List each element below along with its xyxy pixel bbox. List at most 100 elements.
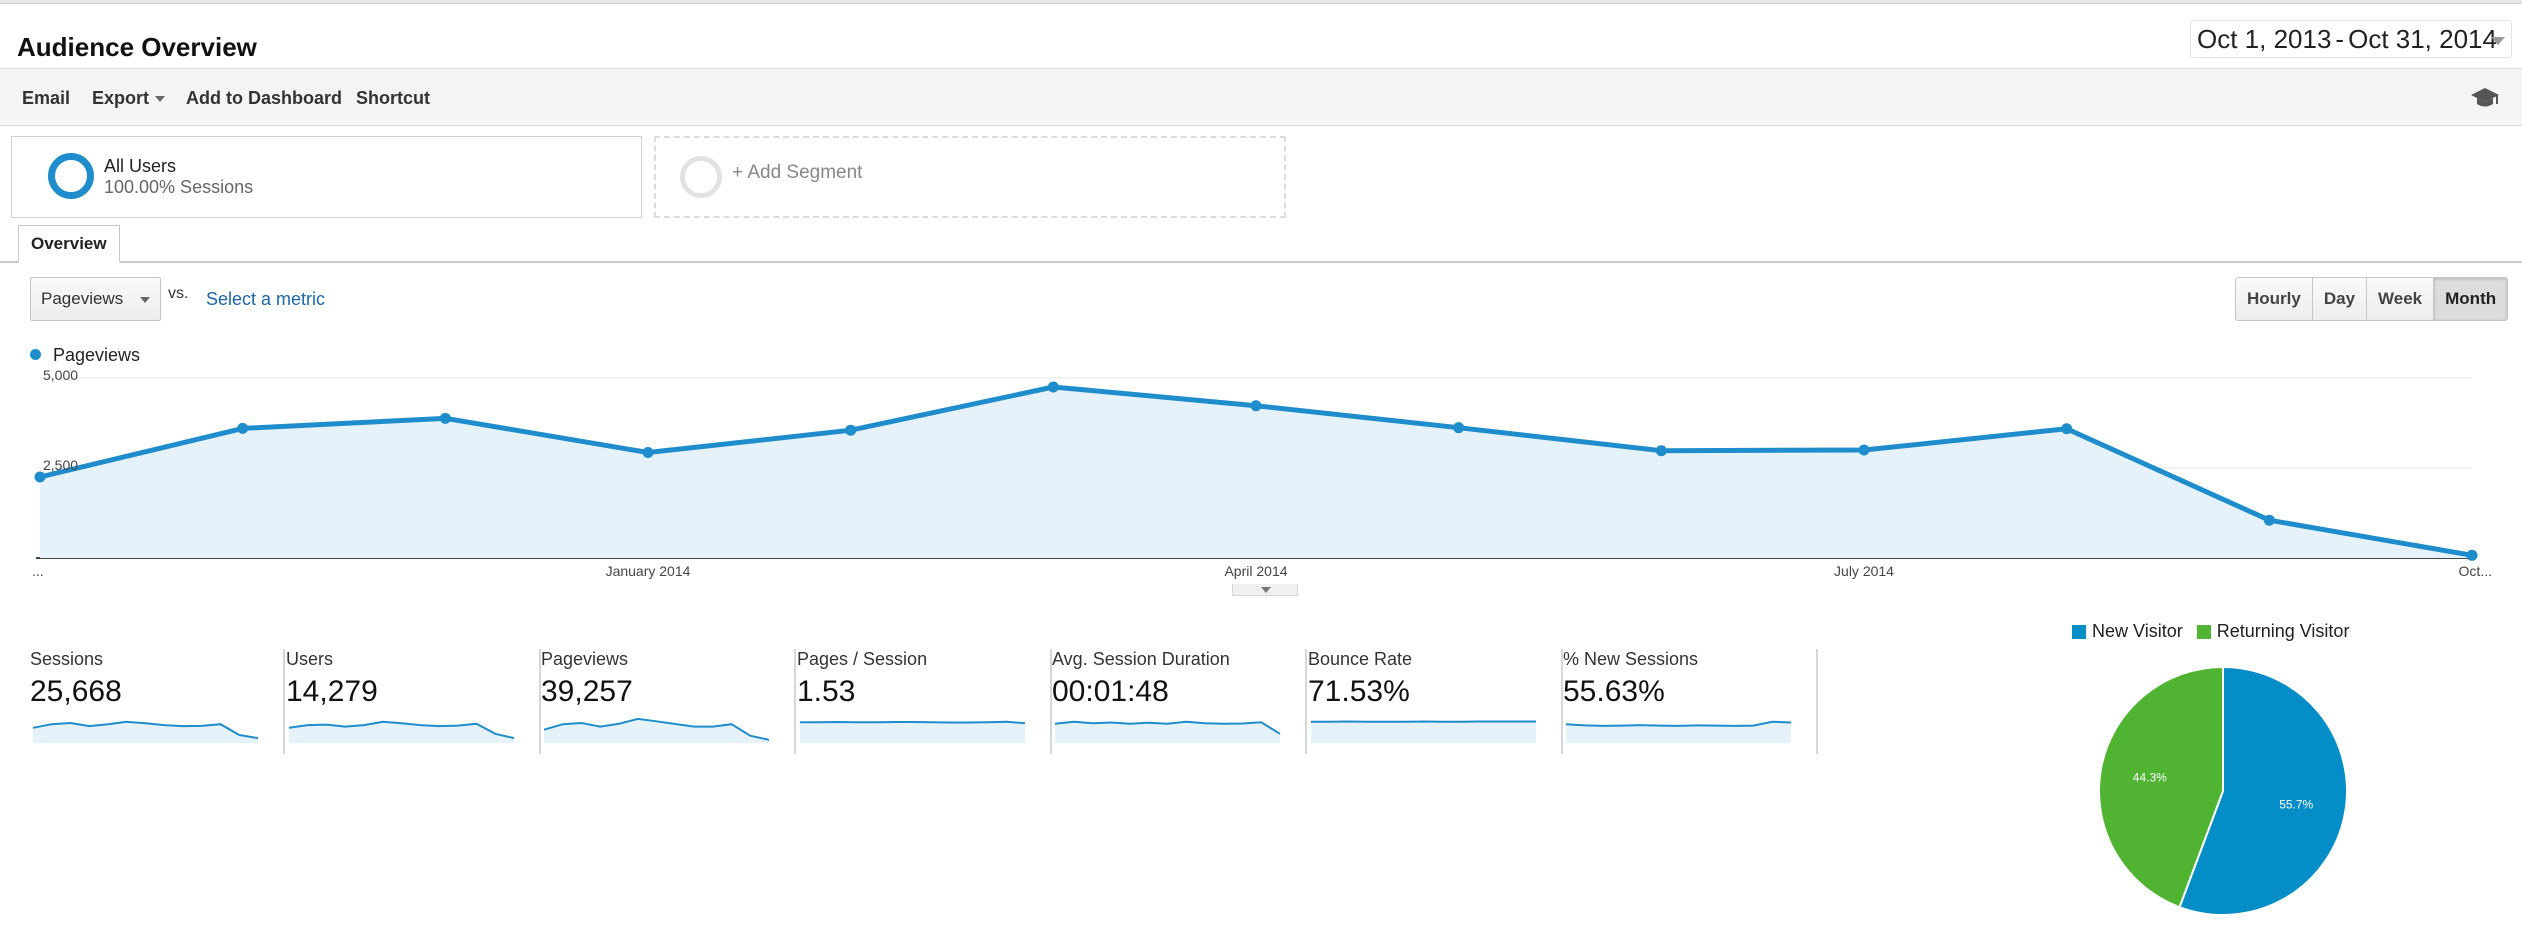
date-start: Oct 1, 2013 <box>2197 23 2332 54</box>
legend-swatch <box>2072 624 2086 639</box>
top-border <box>0 0 2522 4</box>
add-segment-label: + Add Segment <box>732 162 863 183</box>
data-point <box>845 424 857 436</box>
metric-card-users[interactable]: Users 14,279 <box>286 649 541 754</box>
metric-card-new-sessions[interactable]: % New Sessions 55.63% <box>1563 649 1818 754</box>
metric-value: 1.53 <box>797 675 856 708</box>
hourly-button[interactable]: Hourly <box>2236 278 2313 320</box>
tab-overview[interactable]: Overview <box>18 225 120 263</box>
empty-segment-icon <box>680 156 722 198</box>
day-button[interactable]: Day <box>2312 278 2368 320</box>
legend-dot-icon <box>30 349 41 360</box>
export-label: Export <box>92 88 150 108</box>
spark-area <box>544 718 769 743</box>
visitor-pie-chart[interactable]: 55.7% 44.3% <box>2093 661 2353 921</box>
legend-text: Returning Visitor <box>2216 621 2350 641</box>
shortcut-button[interactable]: Shortcut <box>356 88 430 108</box>
time-granularity-toggle: Hourly Day Week Month <box>2235 277 2509 321</box>
metric-dropdown[interactable]: Pageviews <box>30 277 161 321</box>
graduation-cap-icon[interactable] <box>2470 85 2500 111</box>
add-segment-button[interactable]: + Add Segment <box>654 136 1286 218</box>
pie-legend: New Visitor Returning Visitor <box>2072 621 2363 642</box>
sparkline <box>1311 720 1536 743</box>
page-title: Audience Overview <box>17 32 257 62</box>
month-button[interactable]: Month <box>2434 278 2508 320</box>
select-metric-link[interactable]: Select a metric <box>206 289 326 309</box>
segment-ring-icon <box>48 153 94 199</box>
report-toolbar: Email Export Add to Dashboard Shortcut <box>0 68 2522 126</box>
x-tick-label: January 2014 <box>606 563 691 579</box>
spark-area <box>1311 721 1536 743</box>
metric-card-avg-session-duration[interactable]: Avg. Session Duration 00:01:48 <box>1052 649 1307 754</box>
email-button[interactable]: Email <box>22 88 71 108</box>
x-tick-label: July 2014 <box>1834 563 1894 579</box>
data-point <box>1250 400 1262 412</box>
sparkline <box>543 717 770 743</box>
metric-label: Sessions <box>30 649 104 669</box>
metric-dropdown-value: Pageviews <box>41 289 124 308</box>
date-range-picker[interactable]: Oct 1, 2013 - Oct 31, 2014 <box>2190 20 2512 58</box>
metric-label: Bounce Rate <box>1308 649 1413 669</box>
metric-value: 55.63% <box>1563 675 1665 708</box>
spark-line <box>543 717 770 741</box>
data-point <box>2061 423 2073 435</box>
spark-line <box>32 720 259 740</box>
metric-label: Users <box>286 649 334 669</box>
metric-label: Pages / Session <box>797 649 928 669</box>
vs-label: vs. <box>168 285 189 302</box>
pageviews-line-chart[interactable]: 5,000 2,500... January 2014 April 2014 July … <box>0 370 2522 590</box>
data-point <box>34 471 46 483</box>
metric-value: 39,257 <box>541 675 633 708</box>
metric-card-pageviews[interactable]: Pageviews 39,257 <box>541 649 796 754</box>
legend-swatch <box>2196 624 2211 639</box>
chevron-down-icon <box>2491 37 2505 45</box>
chart-collapse-handle[interactable] <box>1232 584 1298 596</box>
segment-all-users[interactable]: All Users 100.00% Sessions <box>11 136 642 218</box>
data-point <box>2263 514 2275 526</box>
date-end: Oct 31, 2014 <box>2348 23 2497 54</box>
pie-slice-new-visitor <box>2178 665 2348 916</box>
sparkline <box>800 720 1026 743</box>
legend-label[interactable]: Pageviews <box>53 345 141 365</box>
metric-card-pages-per-session[interactable]: Pages / Session 1.53 <box>797 649 1052 754</box>
week-button[interactable]: Week <box>2367 278 2435 320</box>
metric-value: 14,279 <box>286 675 378 708</box>
y-tick-label: 2,500 <box>43 457 78 473</box>
metric-card-sessions[interactable]: Sessions 25,668 <box>30 649 285 754</box>
tab-divider <box>0 261 2522 263</box>
data-point <box>237 422 249 434</box>
spark-line <box>288 720 515 740</box>
data-point <box>1655 445 1667 457</box>
sparkline <box>1565 720 1792 743</box>
legend-text: New Visitor <box>2092 621 2183 641</box>
segment-name: All Users <box>104 156 177 176</box>
area-fill <box>40 387 2472 558</box>
add-to-dashboard-button[interactable]: Add to Dashboard <box>186 88 342 108</box>
data-point <box>1453 422 1465 434</box>
spark-area <box>1055 721 1280 743</box>
y-tick-label: 5,000 <box>43 370 78 383</box>
spark-line <box>800 720 1026 725</box>
pie-value-label: 55.7% <box>2279 797 2313 811</box>
data-point <box>2466 549 2478 561</box>
legend-item-returning-visitor[interactable]: Returning Visitor <box>2196 621 2350 642</box>
metric-card-bounce-rate[interactable]: Bounce Rate 71.53% <box>1308 649 1563 754</box>
spark-line <box>1054 720 1281 735</box>
data-point <box>439 412 451 424</box>
segment-sessions: 100.00% Sessions <box>104 177 254 197</box>
sparkline <box>288 720 515 743</box>
metric-label: Pageviews <box>541 649 629 669</box>
sparkline <box>32 720 259 743</box>
export-button[interactable]: Export <box>92 88 166 109</box>
sparkline <box>1054 720 1281 743</box>
chevron-down-icon <box>1261 587 1271 593</box>
data-point <box>1047 381 1059 393</box>
metric-label: % New Sessions <box>1563 649 1699 669</box>
metric-label: Avg. Session Duration <box>1052 649 1230 669</box>
legend-item-new-visitor[interactable]: New Visitor <box>2072 621 2183 642</box>
data-point <box>642 447 654 459</box>
pie-slice-returning-visitor <box>2098 665 2224 909</box>
spark-area <box>1566 721 1791 743</box>
x-tick-label: Oct... <box>2459 563 2492 579</box>
data-point <box>1858 444 1870 456</box>
